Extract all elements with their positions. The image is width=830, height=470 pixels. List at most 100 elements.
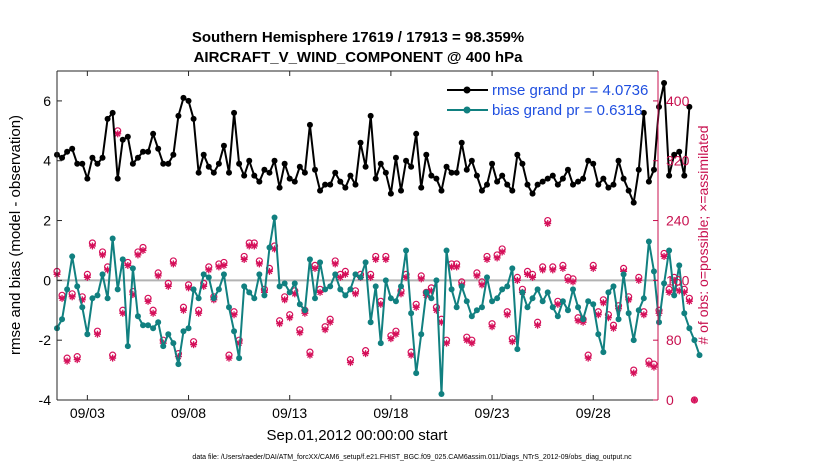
y-tick-label: 4 bbox=[43, 153, 51, 169]
bias-point bbox=[494, 295, 501, 302]
bias-point bbox=[499, 286, 506, 293]
rmse-point bbox=[514, 151, 521, 158]
bias-point bbox=[625, 310, 632, 317]
rmse-point bbox=[74, 160, 81, 167]
rmse-point bbox=[387, 190, 394, 197]
rmse-point bbox=[656, 103, 663, 110]
rmse-point bbox=[590, 160, 597, 167]
rmse-point bbox=[413, 130, 420, 137]
rmse-point bbox=[671, 151, 678, 158]
bias-point bbox=[484, 274, 491, 281]
rmse-point bbox=[645, 178, 652, 185]
rmse-point bbox=[170, 151, 177, 158]
count-assimilated-marker bbox=[179, 306, 187, 314]
count-assimilated-marker bbox=[321, 326, 329, 334]
rmse-point bbox=[372, 175, 379, 182]
count-assimilated-marker bbox=[503, 311, 511, 319]
rmse-point bbox=[114, 175, 121, 182]
bias-point bbox=[691, 337, 698, 344]
count-assimilated-marker bbox=[412, 303, 420, 311]
rmse-point bbox=[251, 172, 258, 179]
rmse-point bbox=[59, 154, 66, 161]
legend-bias-marker bbox=[463, 106, 471, 114]
rmse-point bbox=[347, 172, 354, 179]
count-assimilated-marker bbox=[134, 251, 142, 259]
bias-point bbox=[215, 286, 222, 293]
rmse-point bbox=[317, 187, 324, 194]
rmse-point bbox=[89, 154, 96, 161]
bias-point bbox=[398, 283, 405, 290]
count-assimilated-marker bbox=[523, 270, 531, 278]
bias-point bbox=[357, 274, 364, 281]
rmse-point bbox=[428, 172, 435, 179]
count-assimilated-marker bbox=[250, 242, 258, 250]
rmse-point bbox=[119, 136, 126, 143]
rmse-point bbox=[635, 166, 642, 173]
rmse-point bbox=[220, 142, 227, 149]
rmse-point bbox=[382, 169, 389, 176]
legend-rmse-label: rmse grand pr = 4.0736 bbox=[492, 82, 648, 99]
bias-point bbox=[362, 259, 369, 266]
bias-point bbox=[519, 289, 526, 296]
bias-point bbox=[585, 298, 592, 305]
rmse-point bbox=[650, 166, 657, 173]
rmse-point bbox=[499, 172, 506, 179]
bias-point bbox=[226, 304, 233, 311]
rmse-point bbox=[215, 160, 222, 167]
bias-point bbox=[595, 331, 602, 338]
bias-point bbox=[124, 343, 131, 350]
y2-ticks: 0 80 160 240 320 400 bbox=[653, 93, 690, 408]
rmse-point bbox=[509, 187, 516, 194]
x-tick-label: 09/13 bbox=[272, 405, 307, 421]
bias-point bbox=[549, 304, 556, 311]
bias-point bbox=[529, 295, 536, 302]
rmse-point bbox=[433, 175, 440, 182]
count-assimilated-marker bbox=[63, 357, 71, 365]
count-assimilated-marker bbox=[88, 242, 96, 250]
bias-point bbox=[645, 238, 652, 245]
rmse-point bbox=[306, 121, 313, 128]
bias-point bbox=[175, 361, 182, 368]
rmse-point bbox=[489, 160, 496, 167]
x-tick-label: 09/28 bbox=[576, 405, 611, 421]
bias-point bbox=[681, 310, 688, 317]
x-ticks: 09/03 09/08 09/13 09/18 09/23 09/28 bbox=[70, 71, 611, 421]
count-assimilated-marker bbox=[154, 272, 162, 280]
rmse-point bbox=[276, 184, 283, 191]
bias-point bbox=[59, 316, 66, 323]
x-tick-label: 09/08 bbox=[171, 405, 206, 421]
bias-point bbox=[64, 286, 71, 293]
rmse-point bbox=[109, 109, 116, 116]
bias-point bbox=[539, 298, 546, 305]
rmse-point bbox=[570, 181, 577, 188]
bias-point bbox=[79, 304, 86, 311]
count-assimilated-marker bbox=[220, 261, 228, 269]
rmse-point bbox=[145, 148, 152, 155]
count-assimilated-marker bbox=[367, 273, 375, 281]
y-tick-label: 6 bbox=[43, 93, 51, 109]
bias-point bbox=[448, 286, 455, 293]
y2-axis-label: # of obs: o=possible; ×=assimilated bbox=[695, 125, 711, 344]
rmse-point bbox=[564, 166, 571, 173]
legend: rmse grand pr = 4.0736 bias grand pr = 0… bbox=[447, 82, 648, 119]
count-assimilated-marker bbox=[341, 270, 349, 278]
count-assimilated-marker bbox=[306, 351, 314, 359]
rmse-point bbox=[296, 163, 303, 170]
bias-point bbox=[438, 391, 445, 398]
bias-point bbox=[185, 325, 192, 332]
count-assimilated-marker bbox=[281, 296, 289, 304]
count-assimilated-marker bbox=[417, 275, 425, 283]
count-assimilated-marker bbox=[534, 321, 542, 329]
rmse-point bbox=[291, 178, 298, 185]
count-assimilated-marker bbox=[240, 255, 248, 263]
bias-point bbox=[524, 304, 531, 311]
rmse-point bbox=[443, 163, 450, 170]
rmse-point bbox=[463, 166, 470, 173]
bias-point bbox=[473, 307, 480, 314]
rmse-point bbox=[438, 187, 445, 194]
rmse-point bbox=[180, 94, 187, 101]
count-assimilated-marker bbox=[225, 354, 233, 362]
y-tick-label: -2 bbox=[39, 332, 52, 348]
count-assimilated-marker bbox=[584, 354, 592, 362]
